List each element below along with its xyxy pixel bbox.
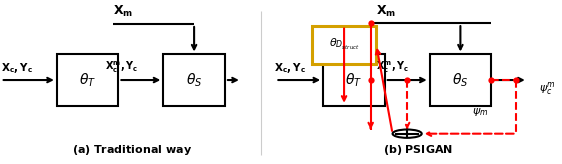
Text: $\psi_c^m$: $\psi_c^m$ [539,80,556,97]
Text: $\theta_T$: $\theta_T$ [79,71,96,89]
Text: $\mathbf{X_m}$: $\mathbf{X_m}$ [377,4,396,19]
Text: $\mathbf{X_m}$: $\mathbf{X_m}$ [113,4,133,19]
Text: $\theta_{D_{struct}}$: $\theta_{D_{struct}}$ [329,37,360,52]
Text: $\theta_T$: $\theta_T$ [345,71,362,89]
Text: $\mathbf{X_c, Y_c}$: $\mathbf{X_c, Y_c}$ [1,61,33,75]
Text: $\mathbf{X_c, Y_c}$: $\mathbf{X_c, Y_c}$ [274,61,306,75]
FancyBboxPatch shape [312,26,377,64]
FancyBboxPatch shape [323,54,385,106]
Text: $\mathbf{X_c^m,Y_c}$: $\mathbf{X_c^m,Y_c}$ [105,60,138,75]
Text: $\mathbf{(b)\ PSIGAN}$: $\mathbf{(b)\ PSIGAN}$ [383,143,454,157]
FancyBboxPatch shape [164,54,225,106]
FancyBboxPatch shape [57,54,119,106]
Text: $\mathbf{(a)\ Traditional\ way}$: $\mathbf{(a)\ Traditional\ way}$ [72,143,193,157]
Circle shape [393,130,422,138]
Text: $\theta_S$: $\theta_S$ [452,71,469,89]
FancyBboxPatch shape [429,54,491,106]
Text: $\mathbf{X_c^m, Y_c}$: $\mathbf{X_c^m, Y_c}$ [377,60,410,75]
Text: $\psi_m$: $\psi_m$ [472,106,488,118]
Text: $\theta_S$: $\theta_S$ [186,71,202,89]
